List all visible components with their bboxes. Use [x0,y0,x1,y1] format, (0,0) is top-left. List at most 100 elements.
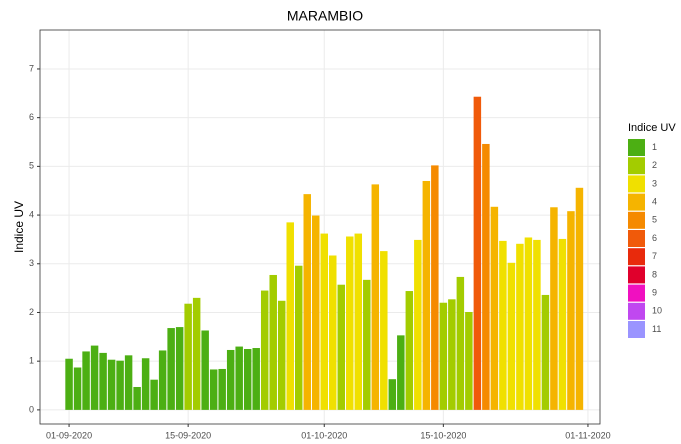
bar [192,297,201,410]
bar [252,348,260,410]
legend-swatch [628,230,645,247]
x-tick-label: 15-10-2020 [420,430,466,440]
bar [150,379,158,410]
bar [320,233,328,410]
bar [371,184,380,410]
bar [226,349,235,410]
bar [65,358,73,410]
x-tick-label: 01-09-2020 [46,430,92,440]
bar [133,386,141,410]
bar [82,351,90,410]
y-tick-label: 6 [29,112,34,122]
bar [363,279,371,410]
y-tick-label: 5 [29,161,34,171]
bar [286,222,294,410]
legend-label: 5 [652,215,657,225]
y-tick-label: 1 [29,356,34,366]
bar [209,369,218,410]
legend-label: 6 [652,233,657,243]
y-axis-label: Indice UV [12,201,26,253]
bar [422,180,431,410]
legend-label: 1 [652,142,657,152]
x-tick-label: 15-09-2020 [165,430,211,440]
bar [99,352,107,410]
bar [294,265,303,410]
bar [388,379,397,410]
legend-title: Indice UV [628,122,676,134]
bar [107,359,116,410]
legend-swatch [628,175,645,193]
legend-label: 10 [652,306,662,316]
legend-swatch [628,139,645,156]
bar [141,358,150,410]
legend-swatch [628,248,645,266]
bar [337,284,346,410]
bar [184,303,192,410]
legend-swatch [628,266,645,284]
bar [243,348,252,410]
bar [439,302,448,410]
bar [490,206,499,410]
bar [277,300,286,410]
bar [414,239,422,410]
bar [116,360,124,410]
legend-swatch [628,284,645,302]
bar [499,240,507,410]
panel-border [39,29,601,425]
bar [235,346,243,410]
bar [269,274,277,410]
bar [380,251,388,410]
bar [329,255,337,410]
x-tick-label: 01-10-2020 [301,430,347,440]
bar [456,276,465,410]
bar [218,368,226,410]
bar [303,194,311,410]
bar [533,239,541,410]
y-tick-label: 0 [29,404,34,414]
bar [175,327,184,410]
bar [354,233,363,410]
y-tick-label: 2 [29,307,34,317]
y-tick-label: 7 [29,63,34,73]
bar [558,238,567,410]
legend-label: 2 [652,160,657,170]
legend-label: 7 [652,251,657,261]
bar [201,330,209,410]
bar [473,96,482,410]
legend-swatch [628,321,645,338]
bar [124,355,133,410]
plot-panel [40,30,600,424]
y-tick-label: 3 [29,258,34,268]
bar [312,215,320,410]
bar [90,345,99,410]
y-tick-label: 4 [29,209,34,219]
bar [260,290,269,410]
bar [405,291,414,410]
chart-title: MARAMBIO [287,8,363,24]
legend-swatch [628,157,645,175]
bar [516,243,524,410]
legend-label: 11 [652,324,661,334]
bar [567,211,575,410]
bar [465,311,473,410]
bar [482,143,490,410]
legend-swatch [628,193,645,211]
bar [346,236,354,410]
x-tick-label: 01-11-2020 [565,430,610,440]
bar [397,335,405,410]
bar [431,165,439,410]
bar [73,367,82,410]
bar [507,262,516,410]
legend-label: 3 [652,178,657,188]
bar [158,350,167,410]
legend-label: 4 [652,196,657,206]
bar [550,207,558,410]
bar [575,187,584,410]
legend-label: 9 [652,287,657,297]
legend-swatch [628,211,645,229]
bar [448,299,456,410]
bar [541,294,550,410]
bar [167,328,175,410]
legend-swatch [628,302,645,320]
